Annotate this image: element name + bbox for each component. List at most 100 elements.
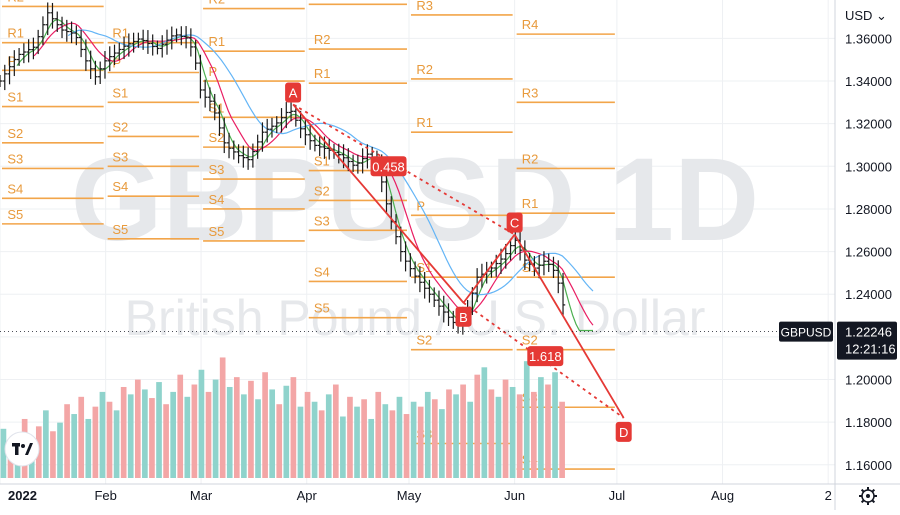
currency-selector[interactable]: USD ⌄ [845,8,887,23]
y-tick-label: 1.20000 [845,373,892,388]
pivot-label: P [112,55,121,70]
x-tick-label: 2 [825,488,832,503]
pivot-label: R3 [522,85,539,100]
volume-bar [283,385,290,478]
tradingview-logo-icon [4,431,40,467]
last-price-value: 1.22246 [845,325,892,340]
settings-gear-icon[interactable] [859,487,877,505]
volume-bar [113,410,120,478]
pivot-label: R1 [314,66,331,81]
symbol-badge [779,321,833,342]
watermark-symbol: GBPUSD 1D [71,134,759,266]
price-axis-panel [835,0,900,510]
pattern-ratio-label: 1.618 [529,349,562,364]
pivot-label: S5 [208,224,224,239]
volume-bar [205,391,212,478]
volume-bar [509,386,516,478]
volume-bar [545,384,551,478]
volume-bar [382,404,389,478]
pattern-ratio-label: 0.458 [372,159,405,174]
pivot-label: R1 [7,26,24,41]
gear-tooth [871,499,876,504]
y-tick-label: 1.28000 [845,202,892,217]
y-tick-label: 1.24000 [845,287,892,302]
volume-bar [177,374,184,478]
volume-bar [297,406,304,478]
volume-bar [43,410,49,478]
volume-bar [439,409,445,478]
volume-bar [325,394,332,478]
pivot-label: S1 [7,90,23,105]
pivot-label: S4 [112,179,128,194]
volume-bar [417,406,424,478]
volume-bar [318,410,325,478]
volume-bar [0,428,7,478]
countdown-value: 12:21:16 [845,342,896,357]
volume-bar [290,377,297,478]
logo-bar-stem [15,443,19,455]
volume-bar [184,396,191,478]
pivot-label: S5 [314,301,330,316]
volume-bar [106,401,113,478]
volume-bar [78,396,85,478]
pivot-label: S3 [314,213,330,228]
volume-bar [50,431,56,478]
gear-tooth [860,488,865,493]
volume-bar [481,367,488,478]
pivot-label: R2 [7,0,24,4]
pivot-label: S2 [416,333,432,348]
pivot-label: S1 [112,85,128,100]
pivot-label: R1 [112,26,129,41]
volume-bar [241,394,247,478]
logo-dot [21,444,25,448]
volume-bar [340,416,346,478]
pattern-leg-cd [513,234,625,419]
pattern-leg-ab [292,103,465,304]
x-tick-label: Mar [190,488,213,503]
symbol-label: GBPUSD [781,326,832,340]
x-tick-label: Apr [297,488,318,503]
pattern-point-label: D [619,425,628,440]
volume-bar [332,384,339,478]
volume-bar [149,398,155,478]
x-tick-label: Feb [94,488,116,503]
volume-bar [142,389,148,478]
pivot-label: R2 [314,32,331,47]
time-axis-panel [0,484,900,510]
x-tick-label: 2022 [8,488,37,503]
volume-bar [396,396,403,478]
volume-bar [248,380,254,478]
pivot-label: S2 [522,333,538,348]
pivot-label: S2 [7,126,23,141]
pivot-label: S3 [112,149,128,164]
volume-bar [262,372,268,478]
volume-bar [92,406,99,478]
volume-bar [488,389,495,478]
x-tick-label: Jun [504,488,525,503]
pattern-point-badge [455,306,472,327]
pattern-ratio-badge [527,346,564,367]
pivot-label: S5 [7,207,23,222]
pivot-label: R1 [522,196,539,211]
volume-bar [170,391,176,478]
pivot-label: R1 [416,115,433,130]
volume-bar [375,391,382,478]
pivot-label: S4 [314,264,330,279]
volume-bar [127,394,134,478]
volume-bar [134,379,141,478]
volume-bar [474,374,481,478]
volume-bar [191,384,198,478]
pattern-point-badge [615,421,632,442]
volume-bar [389,410,396,478]
last-price-badge [837,321,897,360]
volume-bar [523,361,530,478]
pivot-label: S2 [112,119,128,134]
volume-bar [276,404,283,478]
volume-bar [57,422,63,478]
pattern-point-label: A [289,85,298,100]
volume-bar [552,372,558,478]
volume-bar [311,401,318,478]
volume-bar [304,391,311,478]
